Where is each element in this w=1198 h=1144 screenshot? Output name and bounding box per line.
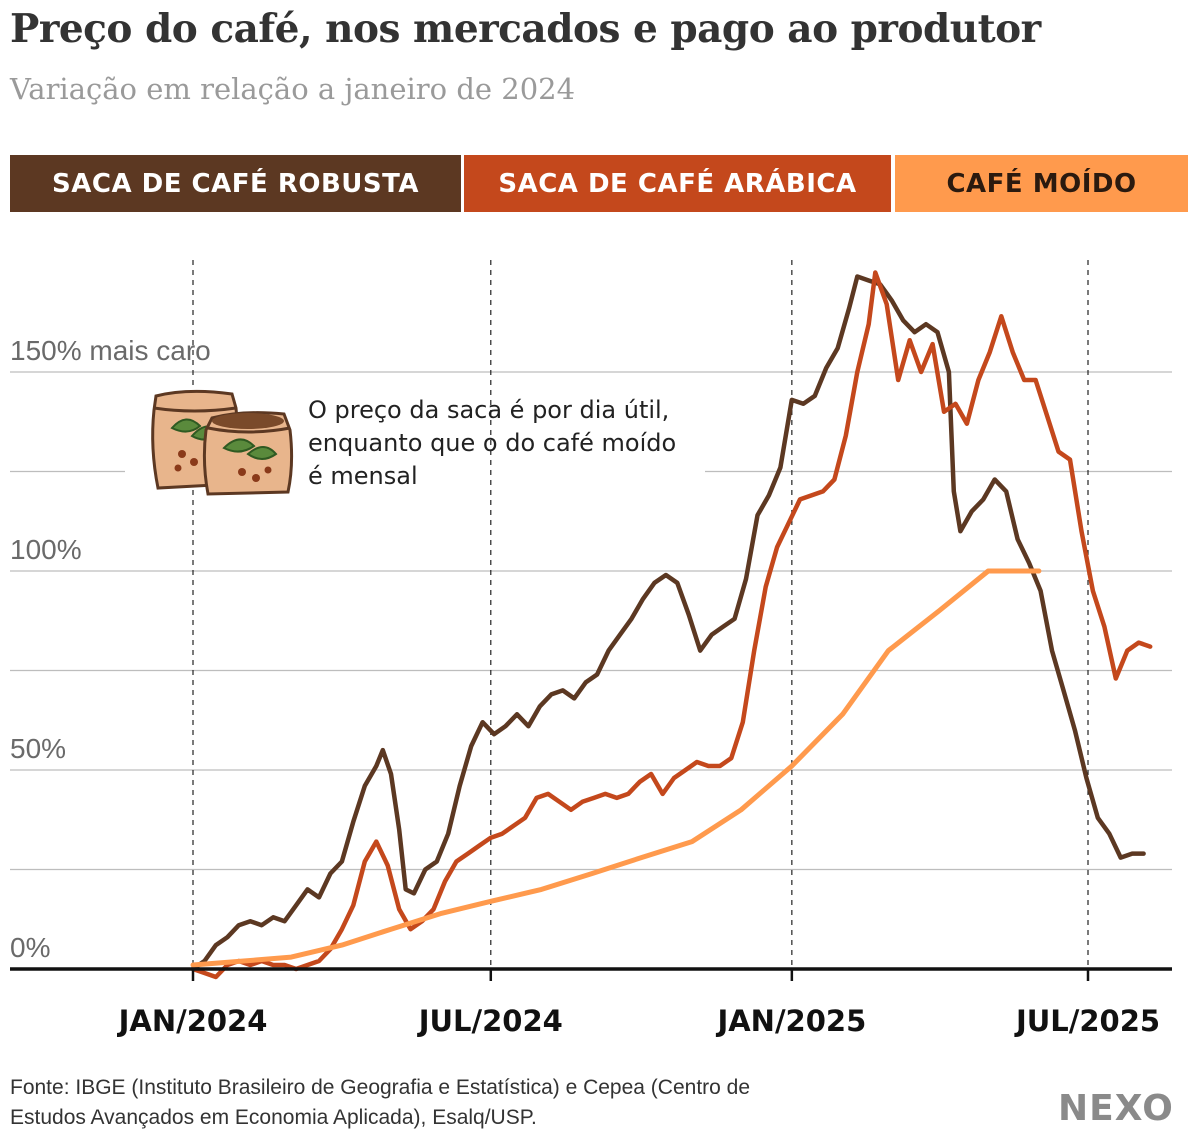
y-tick-label: 50% <box>10 733 66 764</box>
y-axis-labels: 0% 50% 100% 150% mais caro <box>10 335 211 963</box>
legend-arabica: SACA DE CAFÉ ARÁBICA <box>464 155 891 212</box>
x-tick-label: JUL/2024 <box>417 1004 563 1038</box>
x-tick-label: JUL/2025 <box>1014 1004 1160 1038</box>
grid-layer <box>10 260 1172 969</box>
chart-subtitle: Variação em relação a janeiro de 2024 <box>10 72 576 106</box>
chart-title: Preço do café, nos mercados e pago ao pr… <box>10 6 1041 52</box>
series-line-moido <box>190 568 1042 968</box>
x-tick-label: JAN/2025 <box>715 1004 866 1038</box>
annotation-text: O preço da saca é por dia útil, enquanto… <box>308 396 677 490</box>
coffee-sacks-icon <box>151 389 294 496</box>
source-note: Fonte: IBGE (Instituto Brasileiro de Geo… <box>10 1076 751 1129</box>
series-layer <box>190 270 1153 980</box>
series-line-arabica <box>190 270 1153 980</box>
nexo-logo: NEXO <box>1058 1088 1174 1129</box>
x-axis: JAN/2024 JUL/2024 JAN/2025 JUL/2025 <box>10 967 1172 1038</box>
y-tick-label: 150% mais caro <box>10 335 211 366</box>
legend-robusta: SACA DE CAFÉ ROBUSTA <box>10 155 461 212</box>
y-tick-label: 0% <box>10 932 50 963</box>
x-tick-label: JAN/2024 <box>117 1004 268 1038</box>
series-line-robusta <box>190 274 1146 972</box>
legend-moido: CAFÉ MOÍDO <box>895 155 1188 212</box>
y-tick-label: 100% <box>10 534 82 565</box>
